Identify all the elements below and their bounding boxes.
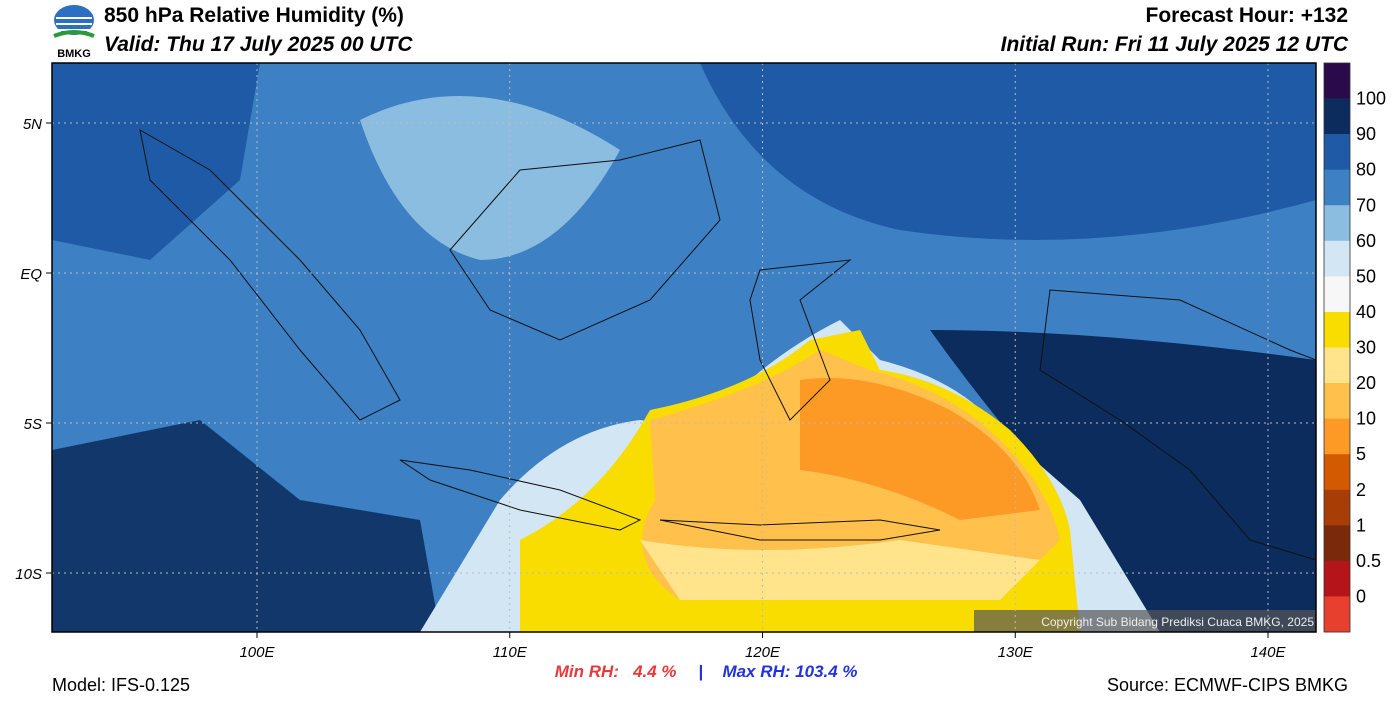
colorbar-swatch [1324, 560, 1350, 597]
copyright: Copyright Sub Bidang Prediksi Cuaca BMKG… [1041, 615, 1314, 629]
colorbar-swatch [1324, 489, 1350, 526]
field-blob [52, 63, 260, 260]
lat-label: 5S [24, 416, 42, 433]
field-blob [52, 420, 440, 632]
coastline [749, 259, 852, 421]
colorbar-label: 30 [1356, 338, 1376, 358]
field-blob [640, 540, 1040, 600]
colorbar-swatch [1324, 383, 1350, 419]
lon-label: 100E [239, 644, 275, 661]
logo-text: BMKG [57, 48, 91, 60]
colorbar-label: 20 [1356, 373, 1376, 393]
colorbar-swatch [1324, 596, 1350, 633]
lon-label: 110E [493, 644, 528, 661]
lat-label: 10S [15, 566, 42, 583]
colorbar-label: 90 [1356, 124, 1376, 144]
min-rh: Min RH: 4.4 % [555, 662, 677, 681]
source: Source: ECMWF-CIPS BMKG [1107, 675, 1348, 695]
colorbar-label: 1 [1356, 515, 1366, 535]
coastline [139, 129, 401, 421]
colorbar-label: 5 [1356, 444, 1366, 464]
colorbar-swatch [1324, 525, 1350, 562]
field-blob [930, 330, 1316, 632]
title: 850 hPa Relative Humidity (%) [104, 4, 404, 27]
coastline [659, 519, 941, 541]
colorbar-label: 50 [1356, 266, 1376, 286]
separator: | [698, 662, 703, 681]
colorbar-swatch [1324, 454, 1350, 491]
field-blob [360, 96, 620, 260]
logo-globe [54, 5, 94, 35]
graticule: 5N EQ 5S 10S 100E 110E 120E 130E 140E [15, 63, 1316, 661]
lat-label: EQ [20, 266, 42, 283]
colorbar-label: 40 [1356, 302, 1376, 322]
field-blob [800, 378, 1040, 520]
map-field [52, 63, 1316, 632]
colorbar-frame [1323, 62, 1351, 633]
colorbar-label: 10 [1356, 409, 1376, 429]
logo: BMKG [53, 5, 95, 60]
colorbar-label: 100 [1356, 89, 1386, 109]
colorbar-swatch [1324, 205, 1350, 242]
colorbar-label: 70 [1356, 195, 1376, 215]
model: Model: IFS-0.125 [52, 675, 190, 695]
lon-label: 120E [745, 644, 781, 661]
colorbar-label: 0 [1356, 586, 1366, 606]
valid-time: Valid: Thu 17 July 2025 00 UTC [104, 33, 413, 56]
colorbar-label: 0.5 [1356, 551, 1381, 571]
rh-summary: Min RH: 4.4 % | Max RH: 103.4 % [555, 662, 858, 681]
coastline [1039, 289, 1316, 561]
map-frame [51, 62, 1317, 633]
colorbar-swatch [1324, 347, 1350, 384]
colorbar-label: 2 [1356, 480, 1366, 500]
colorbar-swatch [1324, 63, 1350, 99]
copyright-bg [974, 610, 1316, 632]
logo-swoosh [53, 30, 95, 38]
colorbar-swatch [1324, 240, 1350, 277]
field-blob [700, 63, 1316, 240]
forecast-hour: Forecast Hour: +132 [1146, 4, 1349, 27]
colorbar: 100 90 80 70 60 50 40 30 20 10 5 2 1 0.5 0 [1323, 62, 1386, 633]
colorbar-swatch [1324, 134, 1350, 170]
lon-label: 140E [1250, 644, 1286, 661]
coastline [399, 459, 642, 531]
max-rh: Max RH: 103.4 % [722, 662, 857, 681]
colorbar-swatch [1324, 418, 1350, 455]
lat-label: 5N [23, 116, 42, 133]
colorbar-swatch [1324, 98, 1350, 135]
colorbar-swatch [1324, 311, 1350, 348]
coastline [449, 139, 721, 341]
colorbar-swatch [1324, 276, 1350, 313]
colorbar-label: 80 [1356, 160, 1376, 180]
colorbar-swatch [1324, 169, 1350, 206]
colorbar-label: 60 [1356, 231, 1376, 251]
initial-run: Initial Run: Fri 11 July 2025 12 UTC [1001, 33, 1349, 56]
lon-label: 130E [998, 644, 1034, 661]
